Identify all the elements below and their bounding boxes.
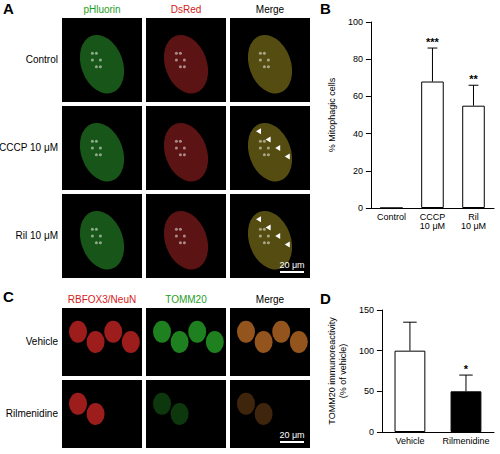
- svg-text:pHluorin: pHluorin: [83, 4, 120, 15]
- svg-text:TOMM20 immunoreactivity: TOMM20 immunoreactivity: [327, 317, 337, 425]
- svg-text:100: 100: [348, 17, 363, 27]
- svg-text:60: 60: [353, 91, 363, 101]
- svg-text:Control: Control: [26, 54, 58, 65]
- svg-text:Vehicle: Vehicle: [395, 436, 424, 446]
- svg-text:40: 40: [353, 129, 363, 139]
- svg-text:***: ***: [426, 36, 440, 48]
- svg-text:0: 0: [369, 427, 374, 437]
- svg-text:20 μm: 20 μm: [279, 260, 304, 270]
- svg-text:Rilmenidine: Rilmenidine: [6, 408, 59, 419]
- svg-text:**: **: [469, 73, 478, 85]
- svg-text:Rilmenidine: Rilmenidine: [442, 436, 489, 446]
- svg-text:RBFOX3/NeuN: RBFOX3/NeuN: [68, 294, 136, 305]
- svg-text:DsRed: DsRed: [171, 4, 202, 15]
- html-text:D: D: [320, 290, 331, 307]
- html-text:A: A: [3, 0, 14, 17]
- svg-text:Ril 10 μM: Ril 10 μM: [16, 230, 58, 241]
- svg-text:CCCP: CCCP: [419, 211, 446, 222]
- svg-text:Ril: Ril: [468, 211, 479, 222]
- svg-text:20: 20: [353, 166, 363, 176]
- svg-text:CCCP 10 μM: CCCP 10 μM: [0, 142, 58, 153]
- svg-text:20 μm: 20 μm: [279, 430, 304, 440]
- svg-text:100: 100: [359, 346, 374, 356]
- svg-text:10 μM: 10 μM: [420, 221, 445, 231]
- svg-text:50: 50: [364, 386, 374, 396]
- svg-text:TOMM20: TOMM20: [165, 294, 207, 305]
- svg-text:80: 80: [353, 54, 363, 64]
- svg-text:Merge: Merge: [256, 294, 285, 305]
- html-text:C: C: [3, 288, 14, 305]
- svg-text:Merge: Merge: [256, 4, 285, 15]
- svg-text:Control: Control: [377, 212, 406, 222]
- svg-text:*: *: [464, 363, 469, 375]
- svg-text:0: 0: [358, 203, 363, 213]
- svg-text:150: 150: [359, 305, 374, 315]
- svg-text:(% of vehicle): (% of vehicle): [338, 344, 348, 399]
- svg-text:10 μM: 10 μM: [461, 221, 486, 231]
- svg-text:% Mitophagic cells: % Mitophagic cells: [327, 77, 337, 152]
- html-text:B: B: [320, 0, 331, 17]
- svg-text:Vehicle: Vehicle: [26, 336, 59, 347]
